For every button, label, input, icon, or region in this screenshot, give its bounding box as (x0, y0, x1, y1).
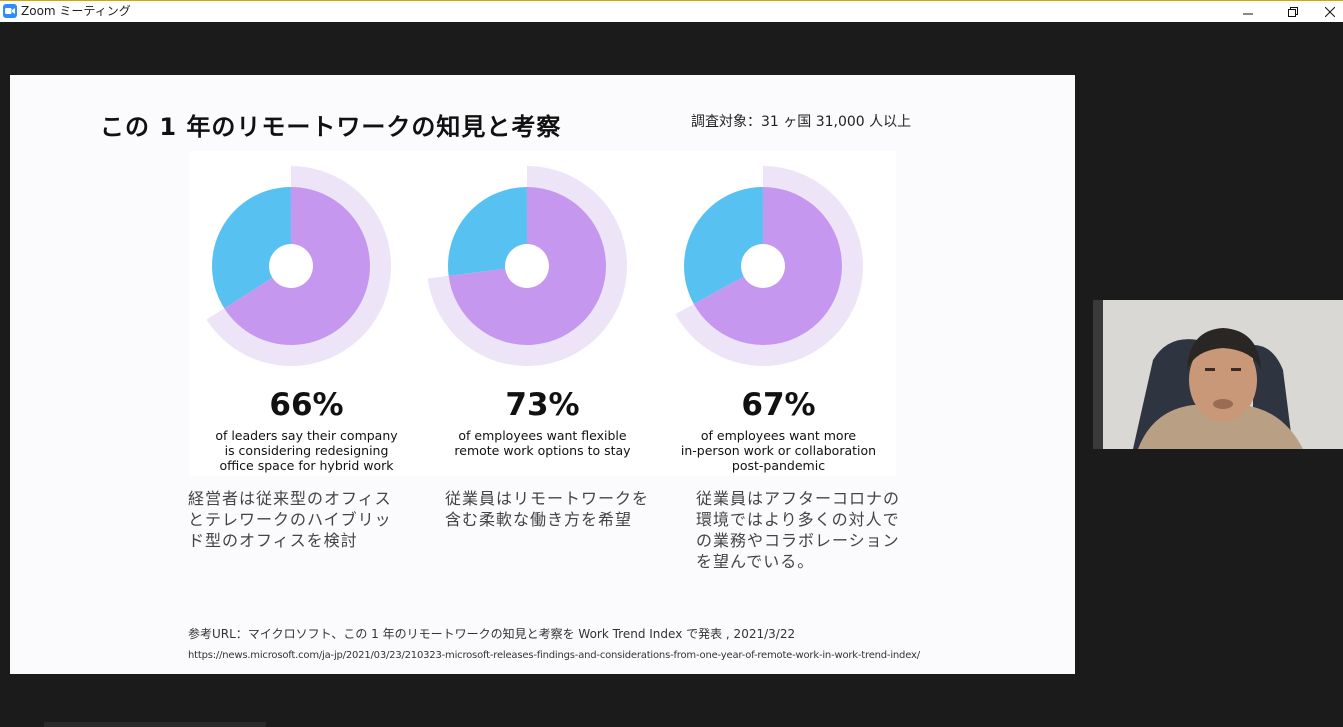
slide-title: この 1 年のリモートワークの知見と考察 (100, 113, 562, 141)
stat-panel-in-person: 67% of employees want more in-person wor… (661, 151, 896, 476)
close-icon (1324, 6, 1335, 17)
stat-caption: of employees want more in-person work or… (661, 428, 896, 473)
caption-line: of leaders say their company (215, 428, 398, 443)
close-button[interactable] (1316, 1, 1343, 22)
minimize-icon (1243, 13, 1253, 14)
donut-value-segment (224, 187, 370, 345)
donut-value-segment (448, 187, 606, 345)
donut-remainder-segment (684, 187, 763, 305)
caption-line: of employees want more (700, 428, 857, 443)
donut-chart (427, 166, 627, 366)
stat-percent: 66% (269, 387, 344, 423)
donut-remainder-segment (212, 187, 291, 309)
caption-line: post-pandemic (731, 458, 826, 473)
caption-line: remote work options to stay (454, 443, 631, 458)
stats-infographic: 66% of leaders say their company is cons… (189, 151, 896, 476)
participant-image (1093, 300, 1343, 449)
donut-chart (675, 166, 863, 366)
japanese-note: 経営者は従来型のオフィスとテレワークのハイブリッド型のオフィスを検討 (188, 489, 392, 550)
donut-chart (206, 166, 392, 366)
participant-video[interactable] (1093, 300, 1343, 449)
caption-line: of employees want flexible (458, 428, 627, 443)
stat-panel-leaders: 66% of leaders say their company is cons… (189, 151, 424, 476)
bottom-strip (44, 722, 266, 727)
zoom-logo-icon (3, 4, 17, 18)
donut-value-segment (693, 187, 842, 345)
window-titlebar: Zoom ミーティング (0, 0, 1343, 22)
stat-percent: 67% (741, 387, 816, 423)
stat-caption: of leaders say their company is consider… (189, 428, 424, 473)
shared-slide: この 1 年のリモートワークの知見と考察 調査対象：31 ヶ国 31,000 人… (10, 75, 1075, 674)
caption-line: is considering redesigning (224, 443, 389, 458)
caption-line: office space for hybrid work (219, 458, 394, 473)
slide-subtitle: 調査対象：31 ヶ国 31,000 人以上 (691, 114, 912, 130)
restore-button[interactable] (1271, 1, 1315, 22)
reference-url: https://news.microsoft.com/ja-jp/2021/03… (188, 650, 920, 661)
japanese-note: 従業員はアフターコロナの環境ではより多くの対人での業務やコラボレーションを望んで… (696, 489, 901, 571)
japanese-note: 従業員はリモートワークを含む柔軟な働き方を希望 (445, 489, 650, 529)
stat-panel-flexible: 73% of employees want flexible remote wo… (425, 151, 660, 476)
window-title: Zoom ミーティング (21, 4, 131, 18)
stat-percent: 73% (505, 387, 580, 423)
donut-remainder-segment (448, 187, 527, 276)
minimize-button[interactable] (1226, 1, 1270, 22)
stat-caption: of employees want flexible remote work o… (425, 428, 660, 458)
reference-label: 参考URL：マイクロソフト、この 1 年のリモートワークの知見と考察を Work… (188, 627, 796, 641)
caption-line: in-person work or collaboration (680, 443, 877, 458)
restore-icon (1288, 6, 1298, 17)
